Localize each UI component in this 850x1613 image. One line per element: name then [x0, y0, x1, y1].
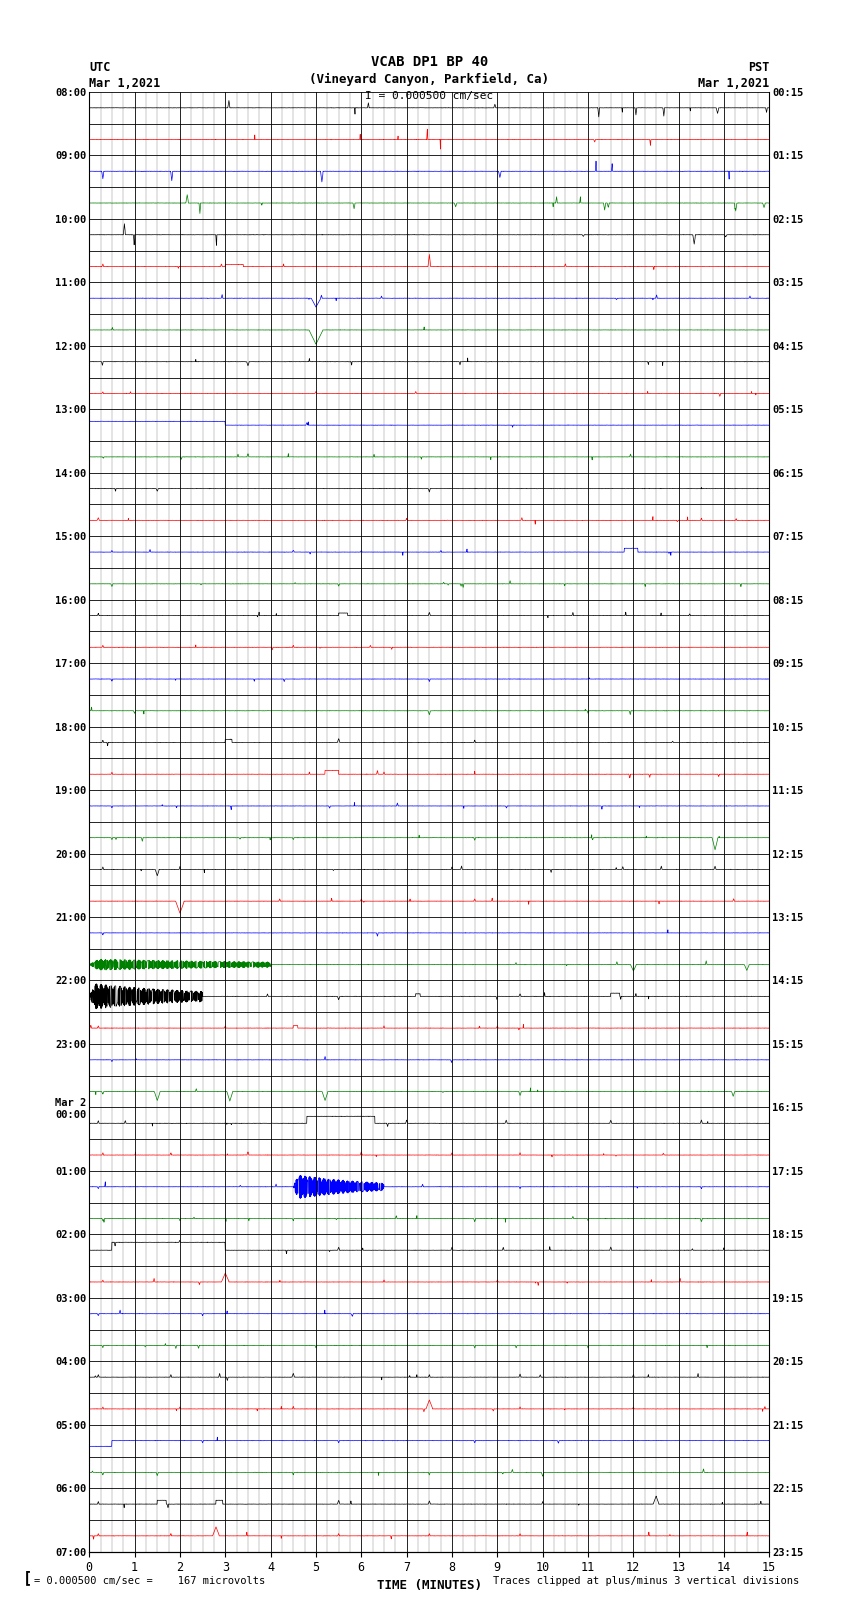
- Text: (Vineyard Canyon, Parkfield, Ca): (Vineyard Canyon, Parkfield, Ca): [309, 73, 549, 87]
- Text: Mar 1,2021: Mar 1,2021: [89, 76, 161, 90]
- Text: PST: PST: [748, 61, 769, 74]
- Text: VCAB DP1 BP 40: VCAB DP1 BP 40: [371, 55, 488, 69]
- Text: UTC: UTC: [89, 61, 110, 74]
- Text: Traces clipped at plus/minus 3 vertical divisions: Traces clipped at plus/minus 3 vertical …: [493, 1576, 799, 1586]
- Text: [: [: [23, 1569, 32, 1586]
- Text: I = 0.000500 cm/sec: I = 0.000500 cm/sec: [366, 90, 493, 102]
- Text: = 0.000500 cm/sec =    167 microvolts: = 0.000500 cm/sec = 167 microvolts: [34, 1576, 265, 1586]
- X-axis label: TIME (MINUTES): TIME (MINUTES): [377, 1579, 482, 1592]
- Text: Mar 1,2021: Mar 1,2021: [698, 76, 769, 90]
